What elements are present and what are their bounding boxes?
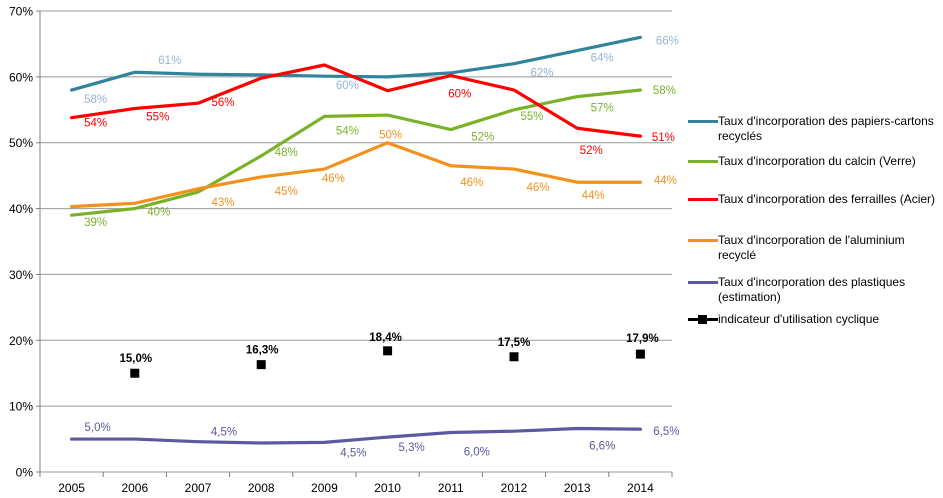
data-label-aluminium: 45% bbox=[275, 186, 298, 198]
legend-item-3: Taux d'incorporation de l'aluminium recy… bbox=[688, 233, 940, 263]
x-axis-label-2009: 2009 bbox=[311, 481, 338, 495]
data-label-aluminium: 44% bbox=[582, 190, 605, 202]
legend-item-2: Taux d'incorporation des ferrailles (Aci… bbox=[688, 192, 940, 207]
y-axis-label: 20% bbox=[9, 334, 33, 348]
data-label-ferrailles-acier: 51% bbox=[652, 132, 675, 144]
data-label-indicateur-cyclique: 18,4% bbox=[369, 332, 402, 344]
series-marker-indicateur-cyclique bbox=[130, 368, 140, 378]
data-label-plastiques: 4,5% bbox=[211, 427, 237, 439]
x-axis-label-2005: 2005 bbox=[58, 481, 85, 495]
x-axis-label-2011: 2011 bbox=[438, 481, 464, 495]
legend-item-0: Taux d'incorporation des papiers-cartons… bbox=[688, 114, 940, 144]
x-axis-label-2013: 2013 bbox=[564, 481, 591, 495]
data-label-plastiques: 6,0% bbox=[464, 446, 490, 458]
series-line-ferrailles-acier bbox=[69, 63, 643, 138]
series-marker-indicateur-cyclique bbox=[509, 352, 519, 362]
legend-label: Taux d'incorporation des ferrailles (Aci… bbox=[718, 192, 936, 206]
data-label-plastiques: 5,0% bbox=[84, 422, 110, 434]
data-label-calcin-verre: 52% bbox=[471, 132, 494, 144]
data-label-plastiques: 6,5% bbox=[653, 426, 679, 438]
data-label-aluminium: 46% bbox=[526, 182, 549, 194]
data-label-papiers-cartons: 66% bbox=[656, 35, 679, 47]
data-label-ferrailles-acier: 54% bbox=[84, 118, 107, 130]
legend-item-5: indicateur d'utilisation cyclique bbox=[688, 312, 940, 327]
data-label-calcin-verre: 40% bbox=[147, 207, 170, 219]
data-label-ferrailles-acier: 52% bbox=[580, 145, 603, 157]
x-axis-label-2006: 2006 bbox=[121, 481, 148, 495]
legend-label: Taux d'incorporation de l'aluminium recy… bbox=[718, 233, 905, 262]
data-label-aluminium: 44% bbox=[654, 175, 677, 187]
legend-swatch-icon bbox=[688, 160, 718, 164]
y-axis-label: 50% bbox=[9, 136, 33, 150]
data-label-papiers-cartons: 64% bbox=[591, 53, 614, 65]
data-label-indicateur-cyclique: 16,3% bbox=[246, 345, 279, 357]
data-label-calcin-verre: 54% bbox=[336, 125, 359, 137]
data-label-papiers-cartons: 62% bbox=[530, 68, 553, 80]
data-label-aluminium: 50% bbox=[379, 130, 402, 142]
legend-label: indicateur d'utilisation cyclique bbox=[718, 312, 880, 326]
legend-label: Taux d'incorporation du calcin (Verre) bbox=[718, 154, 916, 168]
x-axis-label-2007: 2007 bbox=[185, 481, 212, 495]
legend-label: Taux d'incorporation des plastiques (est… bbox=[718, 275, 906, 304]
legend-swatch-icon bbox=[688, 198, 718, 202]
series-marker-indicateur-cyclique bbox=[383, 346, 393, 356]
series-line-plastiques bbox=[69, 426, 643, 445]
data-label-calcin-verre: 39% bbox=[84, 217, 107, 229]
data-label-aluminium: 43% bbox=[211, 197, 234, 209]
x-axis-label-2010: 2010 bbox=[374, 481, 401, 495]
series-marker-indicateur-cyclique bbox=[635, 349, 645, 359]
legend-label: Taux d'incorporation des papiers-cartons… bbox=[718, 114, 934, 143]
y-axis-label: 70% bbox=[9, 5, 33, 19]
data-label-ferrailles-acier: 56% bbox=[211, 97, 234, 109]
series-marker-indicateur-cyclique bbox=[256, 360, 266, 370]
data-label-calcin-verre: 57% bbox=[591, 103, 614, 115]
data-label-plastiques: 5,3% bbox=[398, 442, 424, 454]
data-label-aluminium: 46% bbox=[322, 173, 345, 185]
x-axis-label-2014: 2014 bbox=[627, 481, 654, 495]
y-axis-label: 30% bbox=[9, 268, 33, 282]
data-label-papiers-cartons: 60% bbox=[336, 80, 359, 92]
y-axis-label: 10% bbox=[9, 400, 33, 414]
chart-legend: Taux d'incorporation des papiers-cartons… bbox=[688, 0, 938, 498]
legend-swatch-icon bbox=[688, 239, 718, 243]
data-label-aluminium: 46% bbox=[460, 177, 483, 189]
legend-item-1: Taux d'incorporation du calcin (Verre) bbox=[688, 154, 940, 169]
data-label-indicateur-cyclique: 17,9% bbox=[626, 333, 659, 345]
data-label-indicateur-cyclique: 17,5% bbox=[498, 337, 531, 349]
y-axis-label: 0% bbox=[16, 466, 34, 480]
data-label-calcin-verre: 58% bbox=[653, 85, 676, 97]
data-label-plastiques: 4,5% bbox=[340, 447, 366, 459]
legend-swatch-icon bbox=[688, 120, 718, 124]
x-axis-label-2012: 2012 bbox=[501, 481, 528, 495]
legend-item-4: Taux d'incorporation des plastiques (est… bbox=[688, 275, 940, 305]
data-label-calcin-verre: 55% bbox=[520, 111, 543, 123]
legend-square-marker-icon bbox=[698, 315, 707, 324]
data-label-ferrailles-acier: 55% bbox=[146, 111, 169, 123]
series-line-aluminium bbox=[69, 141, 643, 209]
legend-swatch-icon bbox=[688, 281, 718, 285]
y-axis-label: 60% bbox=[9, 70, 33, 84]
data-label-indicateur-cyclique: 15,0% bbox=[119, 353, 152, 365]
data-label-plastiques: 6,6% bbox=[589, 441, 615, 453]
y-axis-label: 40% bbox=[9, 202, 33, 216]
data-label-papiers-cartons: 61% bbox=[158, 55, 181, 67]
data-label-papiers-cartons: 58% bbox=[84, 94, 107, 106]
data-label-calcin-verre: 48% bbox=[275, 147, 298, 159]
data-label-ferrailles-acier: 60% bbox=[448, 89, 471, 101]
x-axis-label-2008: 2008 bbox=[248, 481, 275, 495]
legend-swatch-icon bbox=[688, 315, 718, 324]
series-line-calcin-verre bbox=[69, 88, 643, 217]
